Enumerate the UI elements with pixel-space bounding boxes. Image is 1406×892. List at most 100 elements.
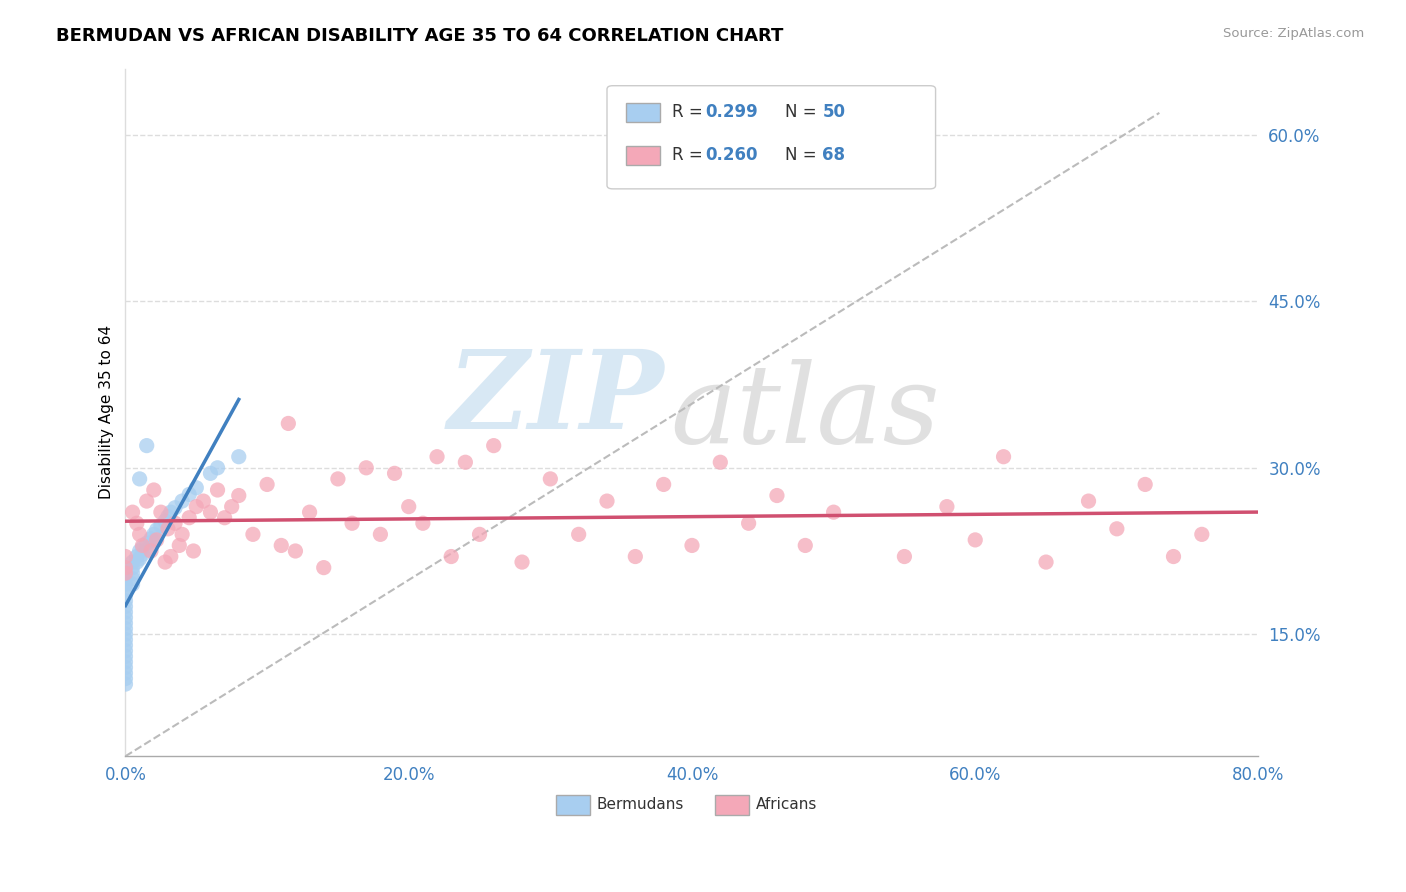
Point bbox=[114, 649, 136, 664]
Point bbox=[114, 665, 136, 680]
Point bbox=[1191, 527, 1213, 541]
Point bbox=[270, 538, 292, 552]
Point bbox=[163, 500, 186, 515]
Point bbox=[172, 494, 194, 508]
Point bbox=[183, 544, 205, 558]
Point bbox=[121, 560, 143, 574]
Point bbox=[114, 672, 136, 686]
Point bbox=[256, 477, 278, 491]
Point bbox=[370, 527, 392, 541]
Point bbox=[163, 516, 186, 531]
Point bbox=[1163, 549, 1185, 564]
Text: BERMUDAN VS AFRICAN DISABILITY AGE 35 TO 64 CORRELATION CHART: BERMUDAN VS AFRICAN DISABILITY AGE 35 TO… bbox=[56, 27, 783, 45]
Point bbox=[794, 538, 817, 552]
Point bbox=[354, 460, 377, 475]
Bar bbox=[626, 103, 661, 122]
Point bbox=[121, 505, 143, 519]
Point bbox=[114, 655, 136, 669]
Text: Bermudans: Bermudans bbox=[596, 797, 685, 813]
Point bbox=[135, 439, 157, 453]
Point bbox=[568, 527, 591, 541]
Point bbox=[159, 505, 181, 519]
Point bbox=[125, 549, 148, 564]
Point bbox=[340, 516, 363, 531]
Point bbox=[125, 555, 148, 569]
Point bbox=[131, 547, 153, 561]
Point bbox=[200, 505, 222, 519]
FancyBboxPatch shape bbox=[607, 86, 935, 189]
Point bbox=[823, 505, 845, 519]
Point bbox=[114, 632, 136, 647]
Point bbox=[131, 538, 153, 552]
Point bbox=[228, 450, 250, 464]
Point bbox=[128, 472, 150, 486]
Point bbox=[298, 505, 321, 519]
Point bbox=[128, 544, 150, 558]
Point bbox=[142, 534, 165, 549]
Point bbox=[398, 500, 420, 514]
Point bbox=[149, 505, 172, 519]
Point bbox=[114, 616, 136, 631]
Point bbox=[681, 538, 703, 552]
Point bbox=[145, 533, 167, 547]
Point bbox=[128, 527, 150, 541]
Point bbox=[709, 455, 731, 469]
Point bbox=[766, 489, 789, 503]
Bar bbox=[714, 796, 748, 814]
Point bbox=[128, 551, 150, 566]
Point bbox=[121, 577, 143, 591]
Point bbox=[131, 541, 153, 555]
Point bbox=[186, 500, 208, 514]
Bar bbox=[555, 796, 591, 814]
Point bbox=[312, 560, 335, 574]
Point bbox=[935, 500, 957, 514]
Point bbox=[135, 536, 157, 550]
Text: 50: 50 bbox=[823, 103, 845, 121]
Point bbox=[114, 566, 136, 581]
Y-axis label: Disability Age 35 to 64: Disability Age 35 to 64 bbox=[100, 326, 114, 500]
Point bbox=[114, 594, 136, 608]
Point bbox=[149, 518, 172, 533]
Point bbox=[153, 514, 176, 528]
Point bbox=[114, 644, 136, 658]
Point bbox=[153, 555, 176, 569]
Point bbox=[114, 627, 136, 641]
Text: ZIP: ZIP bbox=[447, 345, 664, 452]
Point bbox=[426, 450, 449, 464]
Point bbox=[468, 527, 491, 541]
Text: 0.260: 0.260 bbox=[706, 145, 758, 163]
Text: N =: N = bbox=[785, 145, 821, 163]
Point bbox=[482, 439, 505, 453]
Point bbox=[1133, 477, 1156, 491]
Point bbox=[454, 455, 477, 469]
Point bbox=[737, 516, 759, 531]
Point bbox=[114, 549, 136, 564]
Point bbox=[193, 494, 215, 508]
Point bbox=[207, 483, 229, 497]
Point bbox=[207, 460, 229, 475]
Point bbox=[169, 538, 191, 552]
Point bbox=[228, 489, 250, 503]
Point bbox=[114, 582, 136, 597]
Text: Source: ZipAtlas.com: Source: ZipAtlas.com bbox=[1223, 27, 1364, 40]
Point bbox=[121, 566, 143, 581]
Point bbox=[893, 549, 915, 564]
Point bbox=[221, 500, 243, 514]
Point bbox=[624, 549, 647, 564]
Point bbox=[200, 467, 222, 481]
Point bbox=[440, 549, 463, 564]
Point bbox=[284, 544, 307, 558]
Text: 0.299: 0.299 bbox=[706, 103, 758, 121]
Text: 68: 68 bbox=[823, 145, 845, 163]
Point bbox=[596, 494, 619, 508]
Point bbox=[135, 542, 157, 557]
Point bbox=[277, 417, 299, 431]
Bar bbox=[626, 145, 661, 165]
Point bbox=[510, 555, 533, 569]
Point bbox=[114, 588, 136, 602]
Point bbox=[156, 522, 179, 536]
Point bbox=[125, 516, 148, 531]
Point bbox=[139, 544, 162, 558]
Point bbox=[159, 549, 181, 564]
Point bbox=[114, 610, 136, 624]
